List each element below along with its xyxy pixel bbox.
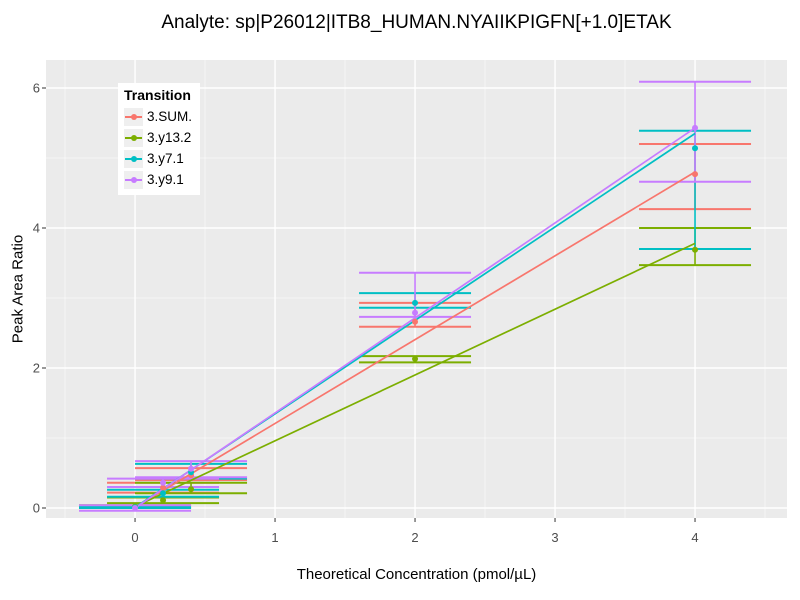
series-line — [134, 242, 696, 508]
plot-title: Analyte: sp|P26012|ITB8_HUMAN.NYAIIKPIGF… — [161, 12, 672, 33]
y-axis-title: Peak Area Ratio — [9, 234, 27, 344]
data-point — [412, 355, 419, 362]
data-point — [160, 479, 167, 486]
legend-key-dot — [130, 176, 137, 183]
x-axis-title: Theoretical Concentration (pmol/µL) — [296, 566, 537, 583]
data-point — [188, 486, 195, 493]
x-tick-label: 0 — [131, 530, 139, 545]
x-tick-label: 3 — [551, 530, 559, 545]
data-point — [160, 497, 167, 504]
data-point — [412, 309, 419, 316]
y-tick-label: 2 — [32, 360, 40, 376]
data-point — [412, 299, 419, 306]
legend-item-label: 3.y13.2 — [147, 130, 192, 145]
x-tick-label: 4 — [691, 530, 699, 545]
x-tick-label: 2 — [411, 530, 419, 545]
legend-key-icon — [124, 170, 143, 189]
data-point — [132, 504, 139, 511]
legend-item: 3.SUM. — [124, 106, 192, 127]
y-tick-label: 4 — [32, 220, 40, 236]
legend-key-dot — [130, 113, 137, 120]
series-line — [134, 127, 696, 509]
legend: Transition 3.SUM. 3.y13.2 3.y7.1 3.y9.1 — [118, 83, 201, 195]
y-tick-label: 6 — [32, 80, 40, 96]
legend-rows: 3.SUM. 3.y13.2 3.y7.1 3.y9.1 — [124, 106, 192, 190]
legend-item-label: 3.SUM. — [147, 109, 193, 124]
x-tick-label: 1 — [271, 530, 279, 545]
legend-item: 3.y7.1 — [124, 148, 192, 169]
data-point — [692, 145, 699, 152]
legend-item-label: 3.y9.1 — [147, 172, 184, 187]
data-point — [188, 465, 195, 472]
data-point — [692, 171, 699, 178]
legend-key-icon — [124, 149, 143, 168]
data-point — [412, 318, 419, 325]
legend-item-label: 3.y7.1 — [147, 151, 184, 166]
legend-item: 3.y13.2 — [124, 127, 192, 148]
y-tick-label: 0 — [32, 500, 40, 516]
legend-key-dot — [130, 155, 137, 162]
legend-key-icon — [124, 107, 143, 126]
data-point — [160, 484, 167, 491]
legend-key-icon — [124, 128, 143, 147]
legend-item: 3.y9.1 — [124, 169, 192, 190]
data-point — [692, 124, 699, 131]
data-point — [692, 246, 699, 253]
data-point — [160, 490, 167, 497]
legend-key-dot — [130, 134, 137, 141]
series-line — [134, 171, 696, 509]
legend-title: Transition — [124, 87, 191, 103]
